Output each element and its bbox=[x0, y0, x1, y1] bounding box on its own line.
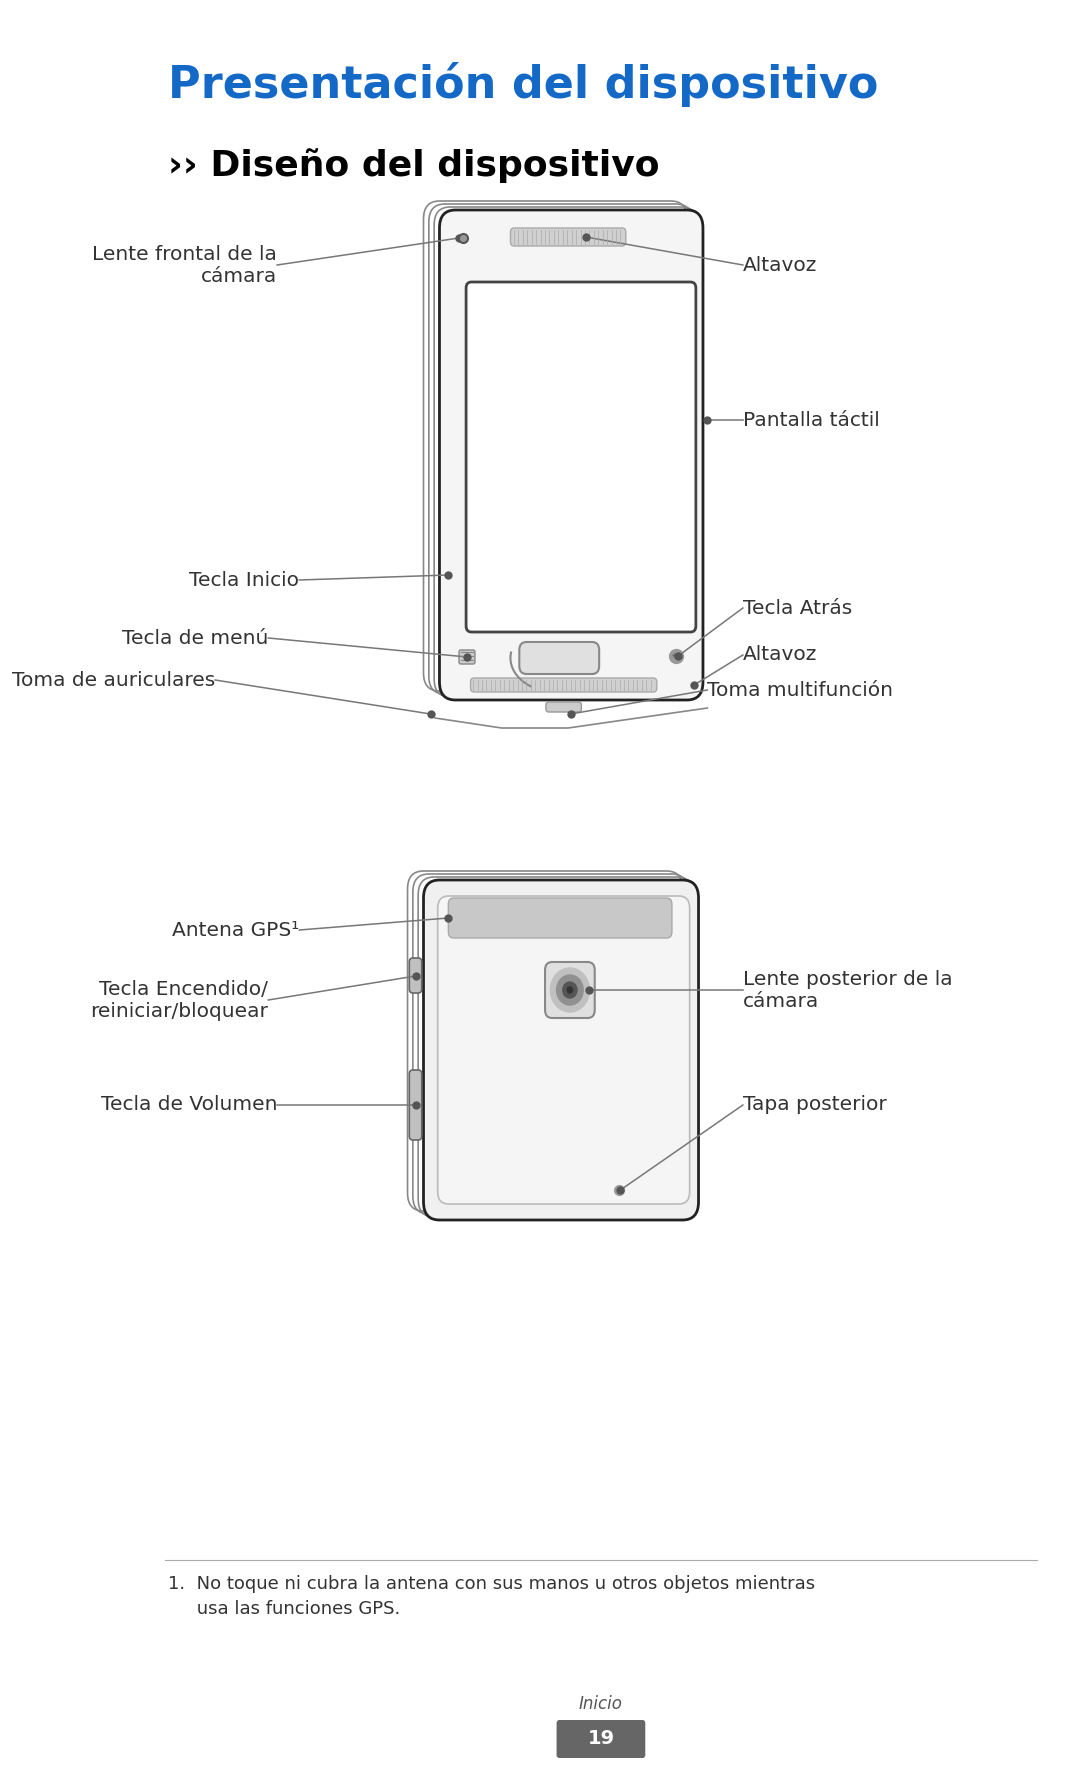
Circle shape bbox=[567, 986, 572, 994]
FancyBboxPatch shape bbox=[545, 962, 595, 1018]
Text: 19: 19 bbox=[588, 1730, 615, 1748]
Text: Inicio: Inicio bbox=[579, 1695, 623, 1713]
FancyBboxPatch shape bbox=[437, 896, 690, 1204]
FancyBboxPatch shape bbox=[459, 650, 475, 664]
FancyBboxPatch shape bbox=[448, 898, 672, 939]
Text: Pantalla táctil: Pantalla táctil bbox=[743, 411, 879, 430]
Text: Tapa posterior: Tapa posterior bbox=[743, 1096, 887, 1114]
FancyBboxPatch shape bbox=[519, 643, 599, 675]
FancyBboxPatch shape bbox=[409, 1070, 421, 1141]
Text: Toma multifunción: Toma multifunción bbox=[707, 680, 893, 700]
FancyBboxPatch shape bbox=[440, 211, 703, 700]
Text: Antena GPS¹: Antena GPS¹ bbox=[172, 921, 299, 939]
Circle shape bbox=[563, 981, 577, 999]
Circle shape bbox=[551, 969, 590, 1011]
Text: Tecla Encendido/
reiniciar/bloquear: Tecla Encendido/ reiniciar/bloquear bbox=[91, 979, 268, 1020]
Text: ›› Diseño del dispositivo: ›› Diseño del dispositivo bbox=[168, 149, 660, 182]
FancyBboxPatch shape bbox=[511, 228, 625, 246]
Text: Presentación del dispositivo: Presentación del dispositivo bbox=[168, 62, 878, 106]
FancyBboxPatch shape bbox=[545, 701, 581, 712]
Text: Tecla Inicio: Tecla Inicio bbox=[189, 570, 299, 590]
Text: Lente posterior de la
cámara: Lente posterior de la cámara bbox=[743, 969, 953, 1011]
Text: Lente frontal de la
cámara: Lente frontal de la cámara bbox=[92, 244, 278, 285]
FancyBboxPatch shape bbox=[409, 958, 421, 994]
Text: Altavoz: Altavoz bbox=[743, 255, 818, 275]
FancyBboxPatch shape bbox=[423, 880, 699, 1220]
Text: Tecla de Volumen: Tecla de Volumen bbox=[100, 1096, 278, 1114]
Text: 1.  No toque ni cubra la antena con sus manos u otros objetos mientras
     usa : 1. No toque ni cubra la antena con sus m… bbox=[168, 1574, 815, 1619]
FancyBboxPatch shape bbox=[471, 678, 657, 692]
Text: Tecla Atrás: Tecla Atrás bbox=[743, 599, 852, 618]
Circle shape bbox=[556, 976, 583, 1004]
Text: ↵: ↵ bbox=[672, 652, 681, 661]
Text: Toma de auriculares: Toma de auriculares bbox=[12, 671, 215, 689]
Text: Altavoz: Altavoz bbox=[743, 645, 818, 664]
Text: Tecla de menú: Tecla de menú bbox=[122, 629, 268, 648]
FancyBboxPatch shape bbox=[556, 1720, 645, 1759]
FancyBboxPatch shape bbox=[467, 282, 696, 632]
